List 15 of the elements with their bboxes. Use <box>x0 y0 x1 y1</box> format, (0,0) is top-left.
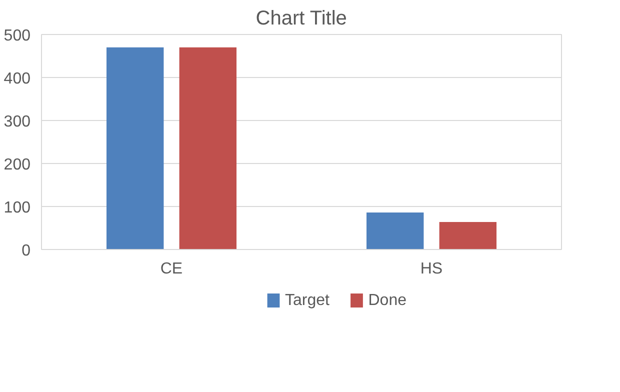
legend-label: Target <box>285 292 330 309</box>
y-tick-label: 500 <box>4 28 31 44</box>
y-tick-label: 100 <box>4 200 31 216</box>
y-tick-label: 0 <box>22 242 31 260</box>
legend-label: Done <box>368 292 407 309</box>
x-tick-label: CE <box>160 260 183 278</box>
bar <box>179 47 236 250</box>
bar <box>439 222 496 250</box>
y-tick-label: 400 <box>4 70 31 88</box>
bar <box>106 47 164 250</box>
x-tick-label: HS <box>420 260 443 278</box>
y-tick-label: 200 <box>4 156 31 174</box>
bar <box>366 212 424 250</box>
chart-title: Chart Title <box>256 8 347 30</box>
y-tick-label: 300 <box>4 114 31 130</box>
